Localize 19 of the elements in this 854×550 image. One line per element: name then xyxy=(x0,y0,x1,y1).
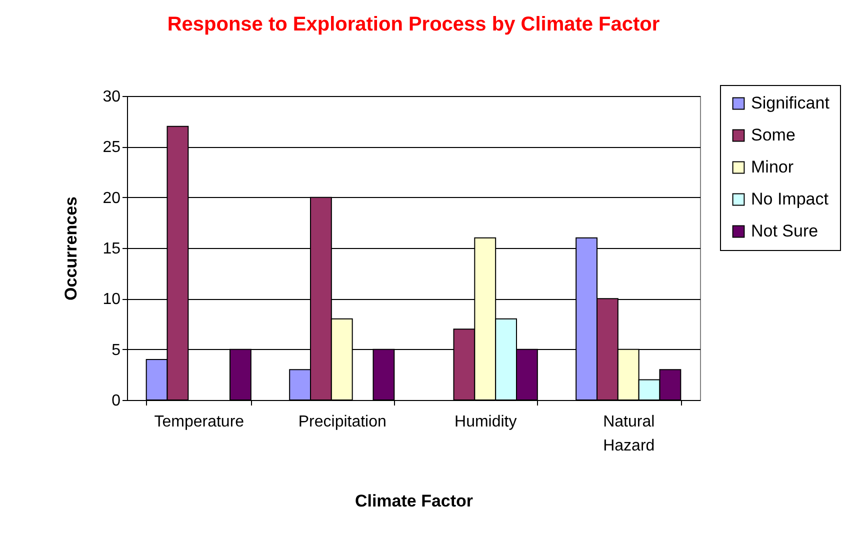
y-tick-label: 15 xyxy=(102,240,121,258)
y-tick-label: 25 xyxy=(102,139,121,156)
y-tick-label: 5 xyxy=(112,342,121,359)
y-tick-label: 0 xyxy=(112,392,121,410)
legend-label: Not Sure xyxy=(751,222,818,240)
x-tick-label: Temperature xyxy=(154,414,244,430)
legend-label: Minor xyxy=(751,158,794,176)
y-axis-title: Occurrences xyxy=(62,196,81,300)
x-tick-label: Natural Hazard xyxy=(603,414,655,454)
legend-label: Some xyxy=(751,126,796,144)
x-tick-label: Precipitation xyxy=(298,414,386,430)
legend-label: No Impact xyxy=(751,190,829,208)
y-tick-label: 30 xyxy=(102,88,121,106)
chart-title: Response to Exploration Process by Climate Factor xyxy=(167,14,660,36)
x-tick-label: Humidity xyxy=(454,414,517,430)
legend-label: Significant xyxy=(751,94,830,112)
y-tick-label: 20 xyxy=(102,190,121,207)
x-axis-title: Climate Factor xyxy=(354,492,474,510)
y-tick-label: 10 xyxy=(102,291,121,308)
